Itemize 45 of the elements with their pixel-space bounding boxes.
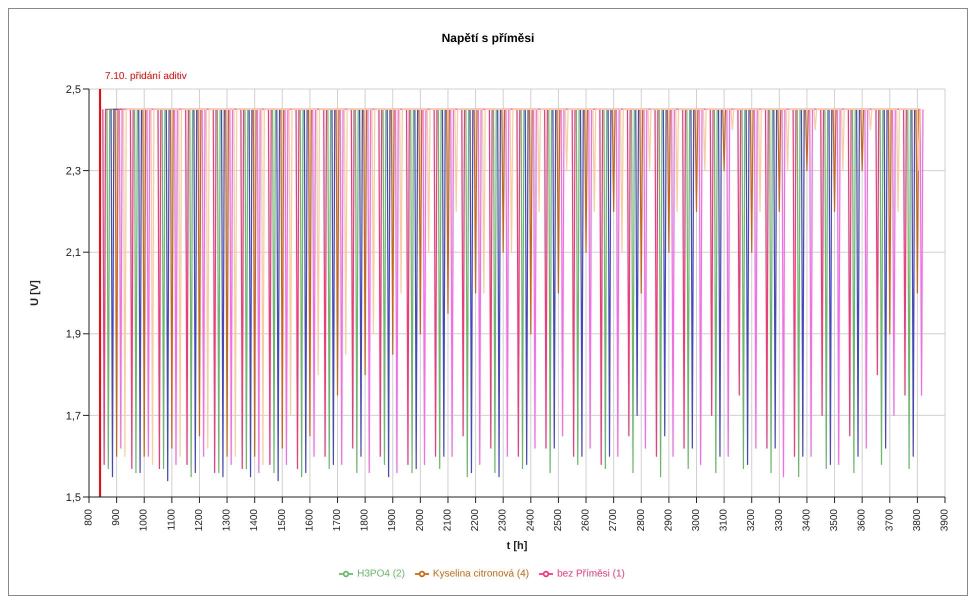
x-tick-label: 3100 [718, 508, 730, 532]
x-tick-label: 3900 [940, 508, 950, 532]
x-tick-label: 2500 [552, 508, 564, 532]
ref-line-label: 7.10. přidání aditiv [105, 71, 187, 82]
x-tick-label: 3800 [912, 508, 923, 532]
x-tick-label: 1200 [194, 508, 205, 532]
x-tick-label: 900 [111, 508, 122, 526]
legend-label: bez Příměsi (1) [557, 568, 625, 580]
x-tick-label: 3200 [746, 508, 758, 532]
x-tick-label: 1400 [249, 508, 260, 532]
legend-label: H3PO4 (2) [357, 568, 405, 580]
x-tick-label: 1500 [276, 508, 288, 532]
y-tick-label: 1,9 [66, 328, 81, 341]
x-tick-label: 1900 [387, 508, 398, 532]
x-tick-label: 3600 [856, 508, 868, 532]
x-tick-label: 2900 [663, 508, 674, 532]
x-tick-label: 1800 [360, 508, 371, 532]
x-tick-label: 3400 [801, 508, 812, 532]
x-tick-label: 1700 [332, 508, 344, 532]
y-tick-label: 1,5 [66, 492, 81, 504]
x-tick-label: 800 [84, 508, 94, 526]
x-tick-label: 2700 [608, 508, 620, 532]
y-tick-label: 2,5 [66, 84, 81, 96]
x-axis-title: t [h] [506, 540, 528, 552]
y-tick-label: 1,7 [66, 410, 81, 422]
chart-title: Napětí s příměsi [440, 31, 536, 45]
x-tick-label: 1100 [166, 508, 178, 531]
y-axis-title: U [V] [28, 280, 41, 306]
legend-label: Kyselina citronová (4) [432, 568, 530, 580]
x-tick-label: 1000 [138, 508, 150, 532]
x-tick-label: 2400 [525, 508, 536, 532]
x-tick-label: 3700 [884, 508, 896, 532]
x-tick-label: 2100 [442, 508, 454, 532]
x-tick-label: 1300 [222, 508, 233, 532]
x-tick-label: 2300 [498, 508, 509, 532]
x-tick-label: 2200 [470, 508, 482, 532]
x-tick-label: 3000 [690, 508, 702, 532]
x-tick-label: 3500 [829, 508, 840, 532]
y-tick-label: 2,1 [66, 247, 81, 260]
y-tick-label: 2,3 [66, 166, 81, 178]
x-tick-label: 3300 [774, 508, 785, 532]
x-tick-label: 2600 [580, 508, 592, 532]
x-tick-label: 2000 [414, 508, 426, 532]
x-tick-label: 2800 [636, 508, 647, 532]
x-tick-label: 1600 [304, 508, 316, 532]
